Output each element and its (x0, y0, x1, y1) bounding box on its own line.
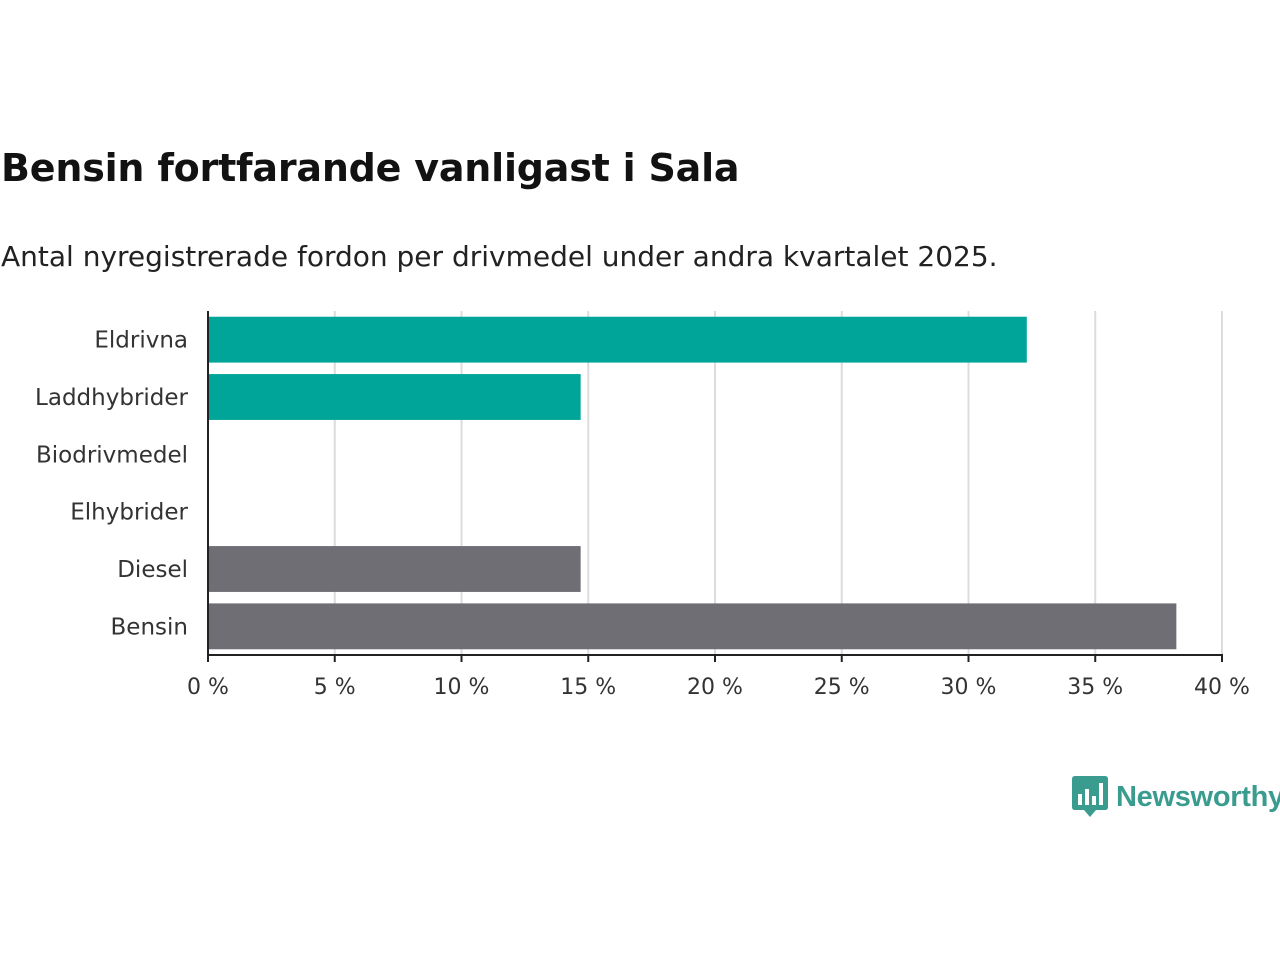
x-axis: 0 % 5 % 10 % 15 % 20 % 25 % 30 % 35 % 40 % (187, 311, 1250, 700)
category-label: Biodrivmedel (36, 442, 188, 468)
x-tick-label: 40 % (1194, 675, 1250, 700)
category-label: Laddhybrider (35, 385, 188, 411)
bar-bensin[interactable] (208, 603, 1177, 650)
chart-subtitle: Antal nyregistrerade fordon per drivmede… (1, 240, 998, 273)
bar-chart: Eldrivna Laddhybrider Biodrivmedel Elhybrid… (35, 311, 1250, 700)
bar-diesel[interactable] (208, 546, 581, 592)
x-tick-label: 20 % (687, 675, 743, 700)
x-tick-label: 10 % (434, 675, 490, 700)
category-labels: Eldrivna Laddhybrider Biodrivmedel Elhybrid… (35, 328, 188, 641)
grid-lines (333, 311, 1223, 655)
category-label: Elhybrider (70, 500, 188, 526)
bar-chart-speech-bubble-icon (1072, 776, 1108, 817)
x-tick-label: 30 % (941, 675, 997, 700)
x-tick-label: 0 % (187, 675, 229, 700)
bar-laddhybrider[interactable] (208, 374, 581, 420)
category-label: Diesel (117, 557, 188, 583)
x-tick-label: 25 % (814, 675, 870, 700)
category-label: Bensin (111, 614, 188, 640)
x-tick-label: 5 % (314, 675, 356, 700)
x-tick-label: 15 % (560, 675, 616, 700)
bar-eldrivna[interactable] (208, 316, 1027, 363)
bars (208, 316, 1177, 650)
newsworthy-logo[interactable]: Newsworthy (1072, 776, 1280, 818)
x-tick-label: 35 % (1067, 675, 1123, 700)
chart-title: Bensin fortfarande vanligast i Sala (1, 146, 740, 190)
logo-text: Newsworthy (1116, 780, 1280, 813)
category-label: Eldrivna (94, 328, 188, 354)
